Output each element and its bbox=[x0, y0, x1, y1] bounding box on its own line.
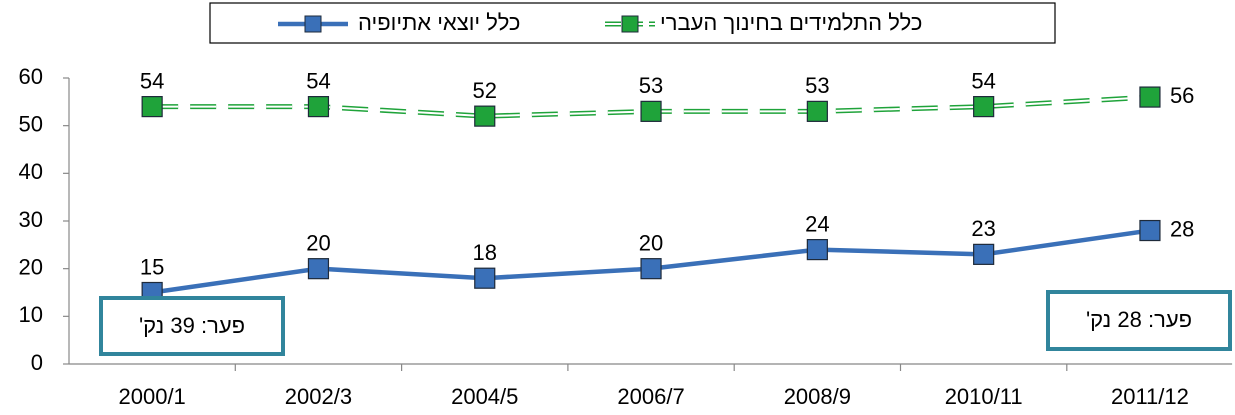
marker bbox=[307, 258, 330, 280]
marker bbox=[973, 95, 995, 118]
x-tick-label: 2010/11 bbox=[945, 384, 1023, 409]
x-tick-label: 2000/1 bbox=[119, 384, 186, 409]
data-label: 54 bbox=[971, 68, 995, 93]
marker bbox=[474, 105, 496, 127]
annotation-box bbox=[99, 296, 285, 356]
y-tick-label: 20 bbox=[19, 254, 43, 279]
marker bbox=[973, 243, 995, 265]
x-tick-label: 2011/12 bbox=[1111, 384, 1189, 409]
data-label: 18 bbox=[473, 240, 497, 265]
x-tick-label: 2002/3 bbox=[285, 384, 352, 409]
legend-marker bbox=[304, 15, 322, 33]
data-label: 54 bbox=[306, 68, 330, 93]
y-tick-label: 0 bbox=[31, 350, 43, 375]
y-tick-label: 60 bbox=[19, 64, 43, 89]
annotation: פער: 39 נק' bbox=[139, 313, 245, 338]
marker bbox=[1139, 219, 1161, 242]
marker bbox=[474, 267, 496, 289]
data-label: 52 bbox=[473, 78, 497, 103]
x-tick-label: 2008/9 bbox=[784, 384, 851, 409]
data-label: 24 bbox=[805, 211, 829, 236]
legend-label: כלל יוצאי אתיופיה bbox=[358, 10, 520, 35]
y-tick-label: 30 bbox=[19, 207, 43, 232]
data-label: 53 bbox=[639, 73, 663, 98]
legend-marker bbox=[621, 15, 639, 33]
data-label: 28 bbox=[1170, 216, 1194, 241]
x-tick-label: 2006/7 bbox=[617, 384, 684, 409]
marker bbox=[141, 95, 163, 118]
annotation: פער: 28 נק' bbox=[1086, 307, 1192, 332]
y-tick-label: 40 bbox=[19, 159, 43, 184]
annotation-box bbox=[1046, 290, 1232, 351]
data-label: 23 bbox=[971, 216, 995, 241]
data-label: 53 bbox=[805, 73, 829, 98]
marker bbox=[307, 95, 330, 118]
data-label: 15 bbox=[140, 254, 164, 279]
marker bbox=[806, 100, 828, 122]
y-tick-label: 50 bbox=[19, 111, 43, 136]
data-label: 54 bbox=[140, 68, 164, 93]
x-tick-label: 2004/5 bbox=[451, 384, 518, 409]
data-label: 20 bbox=[639, 230, 663, 255]
y-tick-label: 10 bbox=[19, 302, 43, 327]
marker bbox=[640, 100, 662, 122]
marker bbox=[806, 239, 828, 261]
marker bbox=[1139, 86, 1161, 108]
data-label: 20 bbox=[306, 230, 330, 255]
data-label: 56 bbox=[1170, 83, 1194, 108]
marker bbox=[640, 258, 662, 280]
legend-label: כלל התלמידים בחינוך העברי bbox=[660, 10, 922, 35]
